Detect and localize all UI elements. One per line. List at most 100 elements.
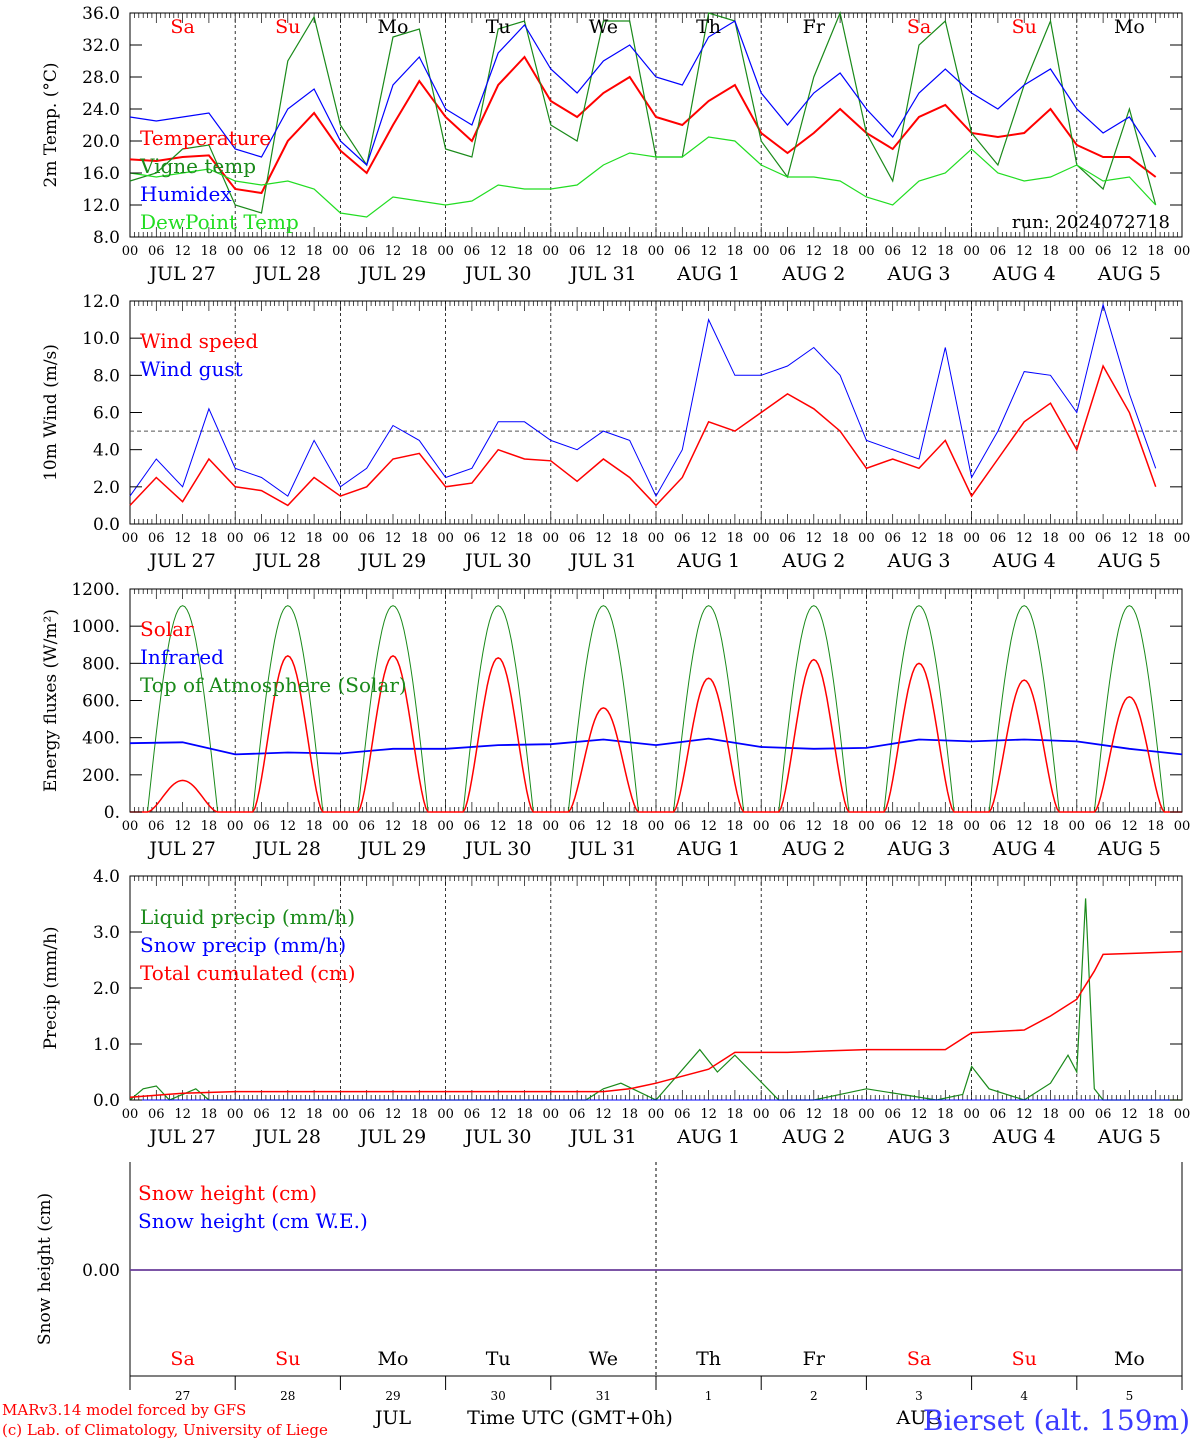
day-number: 5 [1126, 1389, 1134, 1403]
hour-tick-label: 18 [1147, 819, 1164, 834]
y-tick-label: 8.0 [93, 366, 120, 386]
hour-tick-label: 00 [753, 819, 770, 834]
hour-tick-label: 18 [727, 244, 744, 259]
hour-tick-label: 00 [1069, 1107, 1086, 1122]
series-temperature [129, 55, 1157, 195]
hour-tick-label: 12 [174, 1107, 191, 1122]
y-tick-label: 3.0 [93, 923, 120, 943]
hour-tick-label: 06 [779, 1107, 796, 1122]
weekday-label: Tu [486, 16, 511, 38]
hour-tick-label: 12 [385, 244, 402, 259]
date-label: JUL 27 [147, 550, 215, 572]
date-label: AUG 1 [676, 550, 740, 572]
hour-tick-label: 00 [963, 244, 980, 259]
y-tick-label: 32.0 [82, 36, 120, 56]
y-tick-label: 36.0 [82, 4, 120, 24]
date-label: AUG 5 [1097, 838, 1161, 860]
hour-tick-label: 06 [569, 531, 586, 546]
hour-tick-label: 00 [122, 244, 139, 259]
weekday-label: Mo [378, 16, 409, 38]
hour-tick-label: 00 [648, 1107, 665, 1122]
hour-tick-label: 00 [122, 531, 139, 546]
date-label: AUG 5 [1097, 1126, 1161, 1148]
y-tick-label: 2.0 [93, 979, 120, 999]
series-wind-speed [129, 364, 1157, 507]
hour-tick-label: 00 [1069, 819, 1086, 834]
weekday-label: We [589, 1348, 618, 1370]
hour-tick-label: 00 [1069, 531, 1086, 546]
hour-tick-label: 00 [437, 244, 454, 259]
hour-tick-label: 06 [253, 819, 270, 834]
hour-tick-label: 12 [806, 819, 823, 834]
day-number: 3 [915, 1389, 923, 1403]
hour-tick-label: 00 [648, 819, 665, 834]
date-label: JUL 29 [358, 263, 426, 285]
hour-tick-label: 06 [990, 819, 1007, 834]
weekday-label: Sa [907, 16, 931, 38]
hour-tick-label: 12 [490, 244, 507, 259]
hour-tick-label: 06 [464, 819, 481, 834]
hour-tick-label: 06 [358, 244, 375, 259]
hour-tick-label: 12 [1121, 1107, 1138, 1122]
weekday-label: Th [696, 1348, 721, 1370]
y-tick-label: 8.0 [93, 228, 120, 248]
x-axis-title: Time UTC (GMT+0h) [467, 1407, 673, 1429]
hour-tick-label: 06 [464, 244, 481, 259]
hour-tick-label: 00 [648, 531, 665, 546]
legend-red: Temperature [140, 126, 271, 150]
hour-tick-label: 18 [832, 531, 849, 546]
date-label: JUL 30 [463, 1126, 531, 1148]
hour-tick-label: 12 [1016, 819, 1033, 834]
hour-tick-label: 00 [1174, 819, 1191, 834]
hour-tick-label: 06 [779, 531, 796, 546]
hour-tick-label: 06 [1095, 244, 1112, 259]
hour-tick-label: 12 [700, 244, 717, 259]
hour-tick-label: 12 [806, 531, 823, 546]
hour-tick-label: 12 [700, 531, 717, 546]
hour-tick-label: 12 [911, 1107, 928, 1122]
y-tick-label: 16.0 [82, 164, 120, 184]
hour-tick-label: 06 [148, 1107, 165, 1122]
date-label: AUG 4 [992, 550, 1056, 572]
hour-tick-label: 00 [858, 1107, 875, 1122]
date-label: AUG 3 [886, 838, 950, 860]
y-tick-label: 1200. [71, 580, 120, 600]
hour-tick-label: 18 [1147, 1107, 1164, 1122]
legend-green: Liquid precip (mm/h) [140, 905, 355, 929]
hour-tick-label: 00 [543, 1107, 560, 1122]
hour-tick-label: 06 [1095, 819, 1112, 834]
hour-tick-label: 18 [306, 819, 323, 834]
hour-tick-label: 12 [1121, 531, 1138, 546]
legend-green: Top of Atmosphere (Solar) [140, 673, 407, 697]
weekday-label: Mo [1114, 1348, 1145, 1370]
date-label: JUL 28 [253, 550, 321, 572]
hour-tick-label: 00 [543, 531, 560, 546]
hour-tick-label: 06 [884, 531, 901, 546]
hour-tick-label: 06 [674, 1107, 691, 1122]
hour-tick-label: 18 [516, 531, 533, 546]
hour-tick-label: 18 [516, 819, 533, 834]
date-label: JUL 29 [358, 838, 426, 860]
hour-tick-label: 06 [148, 531, 165, 546]
hour-tick-label: 18 [727, 531, 744, 546]
date-label: AUG 4 [992, 263, 1056, 285]
hour-tick-label: 00 [1174, 531, 1191, 546]
hour-tick-label: 00 [858, 531, 875, 546]
hour-tick-label: 00 [332, 819, 349, 834]
hour-tick-label: 18 [201, 819, 218, 834]
series-wind-gust [129, 302, 1157, 498]
hour-tick-label: 06 [990, 244, 1007, 259]
date-label: JUL 30 [463, 550, 531, 572]
hour-tick-label: 18 [727, 819, 744, 834]
date-label: AUG 4 [992, 838, 1056, 860]
legend-blue: Snow height (cm W.E.) [138, 1209, 368, 1233]
date-label: AUG 2 [781, 838, 845, 860]
date-label: JUL 29 [358, 1126, 426, 1148]
hour-tick-label: 12 [595, 819, 612, 834]
hour-tick-label: 12 [280, 531, 297, 546]
weekday-label: We [589, 16, 618, 38]
legend-green: Vigne temp [139, 154, 256, 178]
y-axis-label: 2m Temp. (°C) [41, 62, 61, 187]
hour-tick-label: 12 [1016, 531, 1033, 546]
